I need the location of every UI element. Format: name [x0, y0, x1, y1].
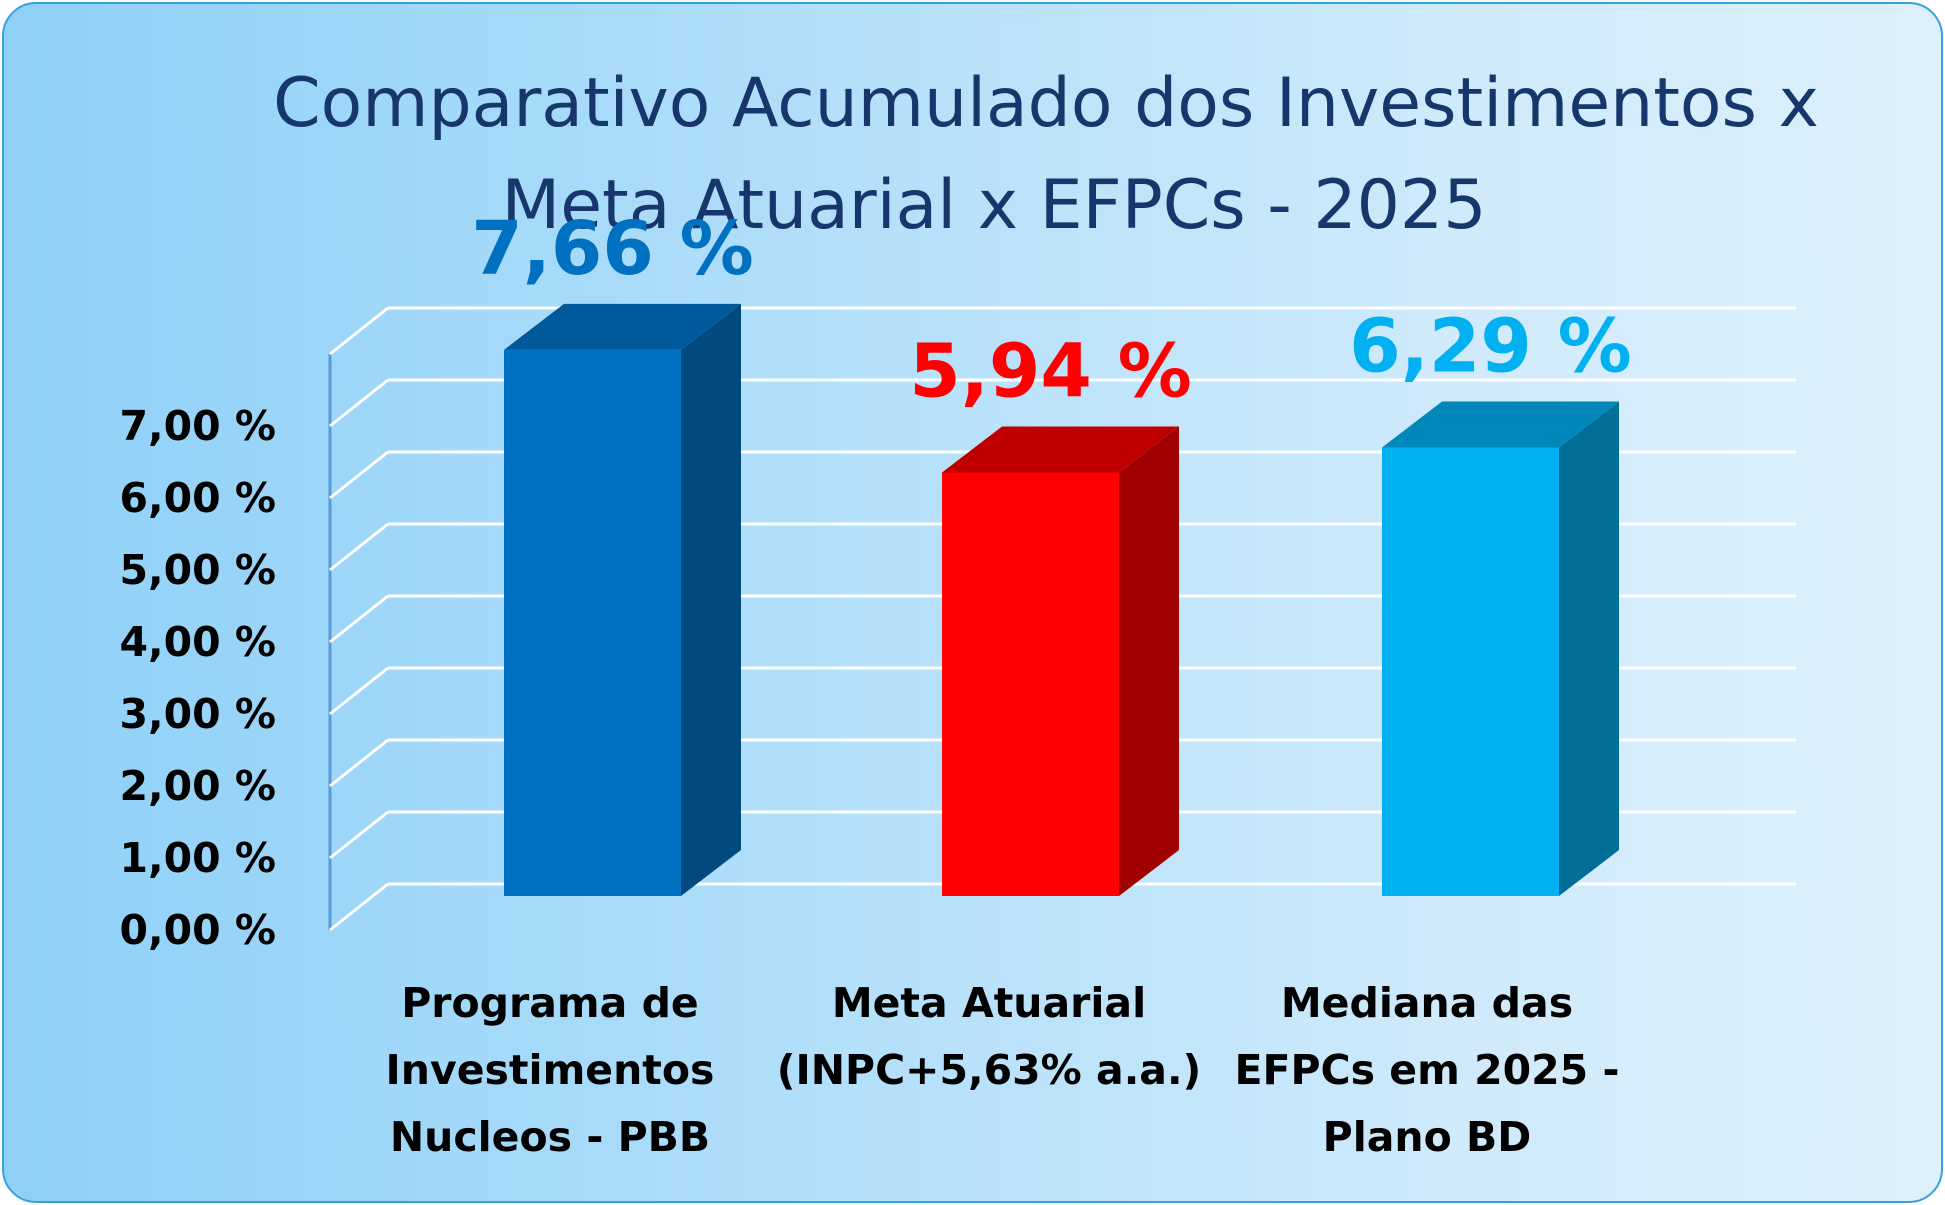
bars: 7,66 % 5,94 % 6,29 %: [471, 206, 1632, 896]
y-axis-ticks: 0,00 % 1,00 % 2,00 % 3,00 % 4,00 % 5,00 % 6,00…: [119, 402, 276, 954]
bar: 6,29 %: [1349, 304, 1632, 896]
bar-front: [504, 349, 681, 896]
y-tick-label: 4,00 %: [119, 618, 276, 666]
category-label-line: (INPC+5,63% a.a.): [777, 1046, 1202, 1094]
category-label-line: Nucleos - PBB: [390, 1113, 710, 1161]
y-tick-label: 3,00 %: [119, 690, 276, 738]
bar-side: [681, 303, 741, 896]
bar: 7,66 %: [471, 206, 754, 896]
y-tick-label: 7,00 %: [119, 402, 276, 450]
data-label: 6,29 %: [1349, 304, 1632, 390]
bar-side: [1559, 401, 1619, 896]
bar-front: [1382, 447, 1559, 896]
bar-front: [942, 472, 1119, 896]
y-tick-label: 2,00 %: [119, 762, 276, 810]
data-label: 7,66 %: [471, 206, 754, 292]
category-label: Programa de Investimentos Nucleos - PBB: [386, 979, 715, 1161]
y-tick-label: 0,00 %: [119, 906, 276, 954]
category-label-line: Mediana das: [1281, 979, 1573, 1027]
category-label-line: Plano BD: [1323, 1113, 1532, 1161]
bar-top: [504, 303, 741, 350]
category-label: Mediana das EFPCs em 2025 - Plano BD: [1234, 979, 1619, 1161]
y-tick-label: 5,00 %: [119, 546, 276, 594]
bar-top: [1382, 401, 1619, 448]
y-tick-label: 1,00 %: [119, 834, 276, 882]
category-label-line: Meta Atuarial: [832, 979, 1146, 1027]
chart-title: Comparativo Acumulado dos Investimentos …: [273, 64, 1819, 245]
chart-svg: Comparativo Acumulado dos Investimentos …: [119, 64, 1819, 1161]
bar: 5,94 %: [909, 328, 1192, 896]
category-label-line: EFPCs em 2025 -: [1234, 1046, 1619, 1094]
x-axis-categories: Programa de Investimentos Nucleos - PBB Met…: [386, 979, 1620, 1161]
data-label: 5,94 %: [909, 328, 1192, 414]
y-tick-label: 6,00 %: [119, 474, 276, 522]
bar-top: [942, 426, 1179, 473]
chart-title-line-1: Comparativo Acumulado dos Investimentos …: [273, 64, 1819, 143]
category-label: Meta Atuarial (INPC+5,63% a.a.): [777, 979, 1202, 1094]
category-label-line: Investimentos: [386, 1046, 715, 1094]
bar-side: [1119, 426, 1179, 896]
chart-title-line-2: Meta Atuarial x EFPCs - 2025: [502, 166, 1487, 245]
category-label-line: Programa de: [401, 979, 699, 1027]
